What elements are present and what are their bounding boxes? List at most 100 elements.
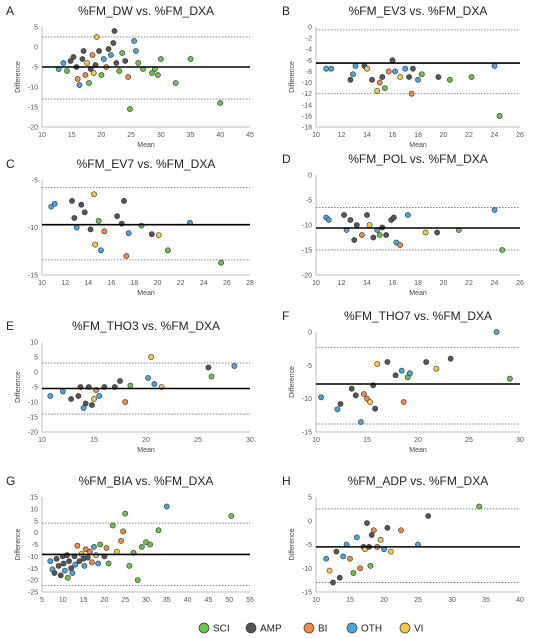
data-point-VI <box>326 567 333 574</box>
legend-item-SCI: SCI <box>198 622 230 635</box>
x-axis-label: Mean <box>409 142 427 149</box>
data-point-VI <box>374 361 381 367</box>
data-point-AMP <box>68 565 75 572</box>
y-tick-label: -5 <box>32 542 38 549</box>
y-axis-label: Difference <box>15 61 22 93</box>
data-point-SCI <box>127 106 133 112</box>
data-point-VI <box>364 65 370 72</box>
data-point-AMP <box>384 359 391 365</box>
data-point-OTH <box>357 419 364 425</box>
panel-C: C %FM_EV7 vs. %FM_DXA 10 12 14 16 18 20 22 24 26 28… <box>6 157 254 297</box>
data-point-BI <box>123 253 130 259</box>
x-tick-label: 10 <box>312 437 320 444</box>
x-tick-label: 40 <box>216 132 224 139</box>
data-point-AMP <box>111 28 118 34</box>
data-point-SCI <box>138 222 145 229</box>
y-tick-label: -5 <box>306 198 312 205</box>
x-tick-label: 18 <box>414 280 422 287</box>
x-tick-label: 12 <box>338 280 346 287</box>
y-tick-label: 5 <box>34 25 38 32</box>
data-point-SCI <box>135 60 142 66</box>
data-point-SCI <box>154 72 161 78</box>
data-point-BI <box>347 555 353 562</box>
data-point-OTH <box>323 555 330 562</box>
data-point-AMP <box>341 212 347 218</box>
data-point-AMP <box>369 76 375 83</box>
data-point-VI <box>366 222 373 228</box>
x-tick-label: 30 <box>448 597 456 604</box>
data-point-AMP <box>121 197 127 204</box>
data-point-OTH <box>151 381 158 387</box>
data-point-BI <box>118 538 124 544</box>
data-point-SCI <box>228 513 235 519</box>
y-tick-label: -20 <box>302 273 312 280</box>
data-point-BI <box>101 228 108 235</box>
x-tick-label: 10 <box>38 132 46 139</box>
data-point-AMP <box>392 372 399 379</box>
y-tick-label: -25 <box>28 590 38 597</box>
x-tick-label: 20 <box>98 132 106 139</box>
data-point-AMP <box>390 214 397 221</box>
panel-letter: H <box>282 474 291 488</box>
data-point-OTH <box>415 76 421 83</box>
data-point-OTH <box>73 224 80 231</box>
y-tick-label: -5 <box>32 65 38 72</box>
data-point-AMP <box>82 400 89 407</box>
y-tick-label: 0 <box>34 370 38 377</box>
panel-letter: B <box>282 4 290 18</box>
y-tick-label: -20 <box>28 430 38 437</box>
x-tick-label: 10 <box>312 132 320 139</box>
data-point-VI <box>148 354 155 360</box>
y-tick-label: -5 <box>32 178 38 185</box>
data-point-AMP <box>122 58 129 64</box>
data-point-SCI <box>218 259 225 266</box>
y-tick-label: -14 <box>302 102 312 109</box>
x-tick-label: 25 <box>414 597 422 604</box>
data-point-SCI <box>187 56 194 62</box>
data-point-VI <box>91 191 97 198</box>
data-point-AMP <box>435 74 442 80</box>
data-point-OTH <box>350 71 356 78</box>
data-point-AMP <box>351 237 358 243</box>
legend-label: SCI <box>213 624 230 635</box>
x-tick-label: 24 <box>200 280 208 287</box>
data-point-OTH <box>72 561 79 568</box>
data-point-AMP <box>370 234 377 241</box>
x-tick-label: 55 <box>246 597 254 604</box>
data-point-SCI <box>157 56 164 62</box>
data-point-SCI <box>122 510 129 517</box>
data-point-OTH <box>491 207 498 213</box>
x-tick-label: 14 <box>84 280 92 287</box>
data-point-OTH <box>100 56 107 62</box>
data-point-OTH <box>131 38 138 44</box>
y-tick-label: -2 <box>306 36 312 43</box>
data-point-OTH <box>318 394 324 401</box>
data-point-SCI <box>446 76 453 83</box>
x-tick-label: 16 <box>389 280 397 287</box>
panel-H: H %FM_ADP vs. %FM_DXA 10 15 20 25 30 35 40 -15 -10… <box>282 474 524 604</box>
data-point-VI <box>433 365 440 372</box>
data-point-SCI <box>105 560 112 567</box>
data-point-OTH <box>398 367 405 374</box>
x-tick-label: 28 <box>246 280 254 287</box>
panel-title: %FM_POL vs. %FM_DXA <box>348 152 488 166</box>
legend-item-OTH: OTH <box>346 622 382 635</box>
data-point-OTH <box>231 363 238 369</box>
data-point-AMP <box>78 201 85 208</box>
data-point-OTH <box>145 375 151 381</box>
data-point-BI <box>408 90 415 97</box>
data-point-SCI <box>155 527 162 534</box>
data-point-BI <box>120 528 127 535</box>
x-tick-label: 30 <box>516 437 524 444</box>
x-tick-label: 15 <box>346 597 354 604</box>
legend-marker <box>198 622 210 634</box>
panel-letter: A <box>6 4 14 18</box>
x-tick-label: 15 <box>90 437 98 444</box>
legend-marker <box>303 622 315 634</box>
legend-item-BI: BI <box>303 622 327 635</box>
data-point-AMP <box>406 74 412 80</box>
data-point-SCI <box>208 373 215 380</box>
data-point-AMP <box>89 402 95 408</box>
x-tick-label: 15 <box>80 597 88 604</box>
